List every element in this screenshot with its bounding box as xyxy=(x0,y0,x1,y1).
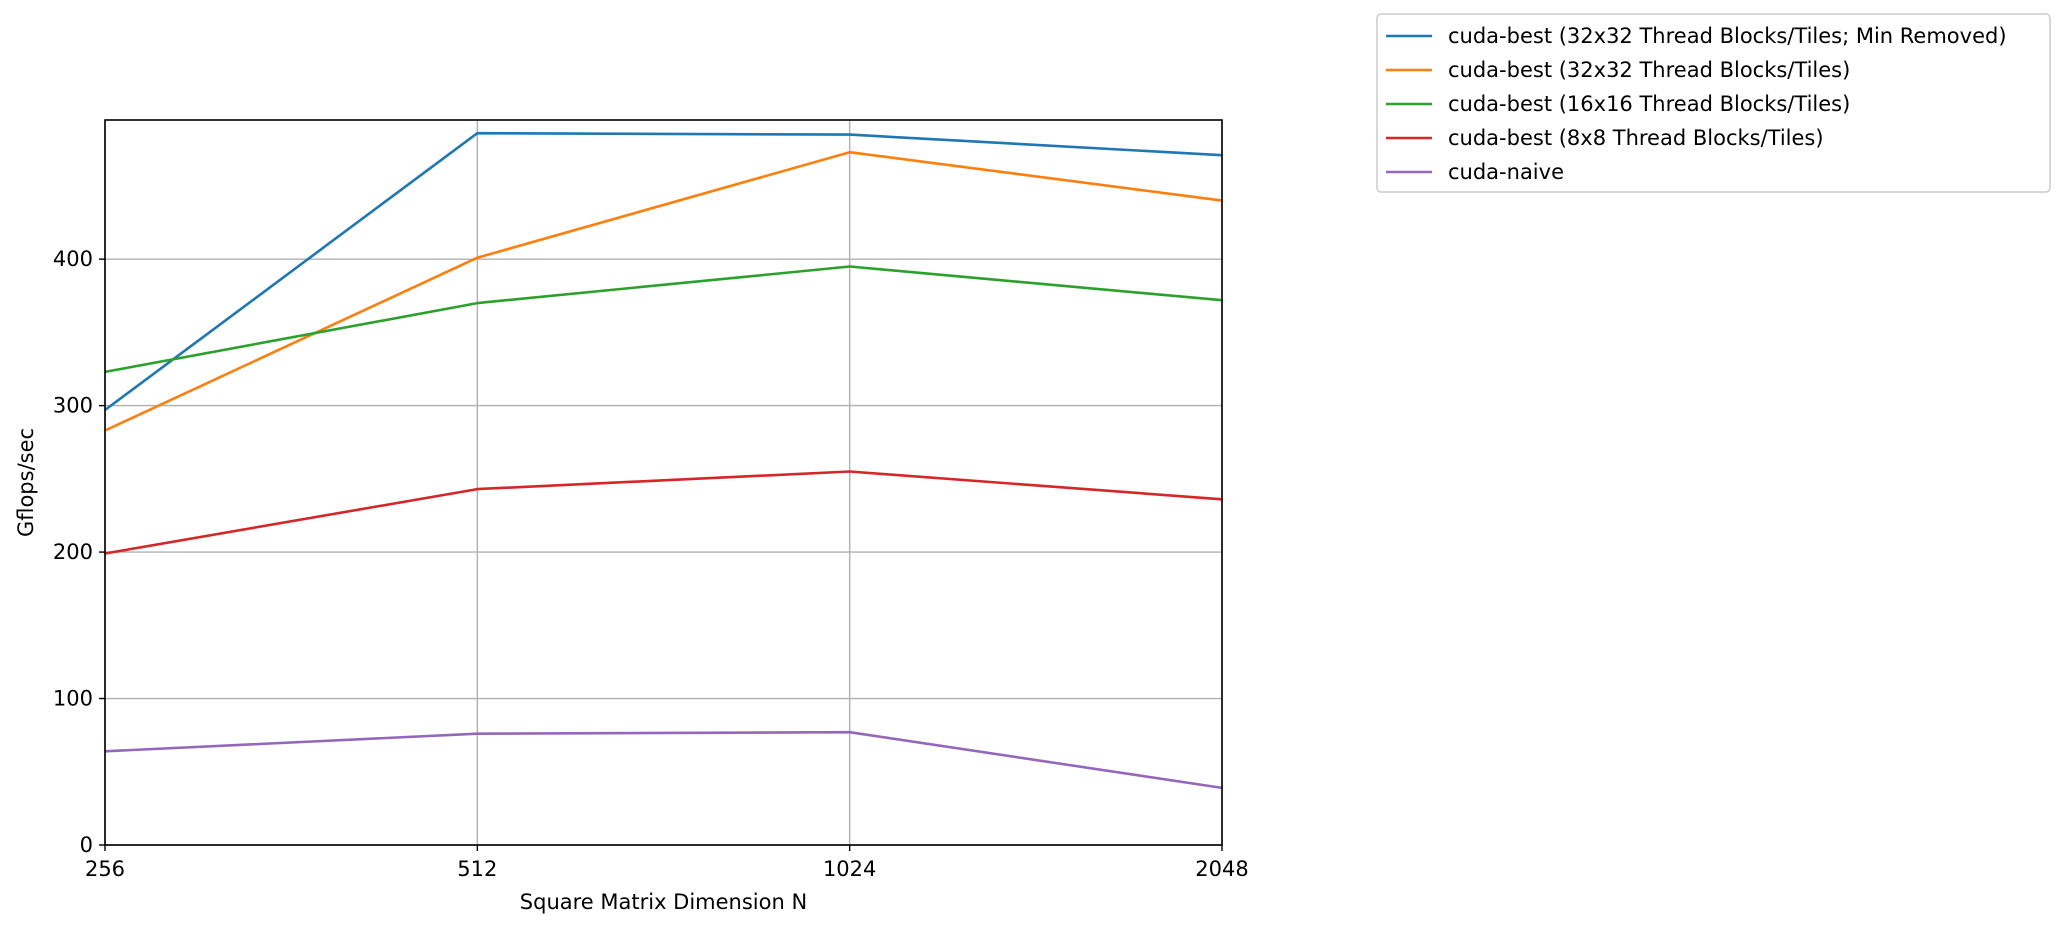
x-tick-label-2: 1024 xyxy=(823,857,876,881)
y-tick-label-0: 0 xyxy=(80,833,93,857)
series-lines xyxy=(104,131,1223,790)
series-line-1 xyxy=(104,150,1223,432)
legend-box xyxy=(1376,13,2051,193)
legend-label-1: cuda-best (32x32 Thread Blocks/Tiles) xyxy=(1448,58,1850,82)
series-line-0 xyxy=(104,131,1223,412)
y-tick-label-4: 400 xyxy=(53,247,93,271)
grid-lines xyxy=(104,120,1223,846)
legend-label-4: cuda-naive xyxy=(1448,160,1564,184)
x-axis-ticks: 256 512 1024 2048 xyxy=(85,845,1249,881)
legend-label-3: cuda-best (8x8 Thread Blocks/Tiles) xyxy=(1448,126,1824,150)
legend-label-2: cuda-best (16x16 Thread Blocks/Tiles) xyxy=(1448,92,1850,116)
y-axis-ticks: 0 100 200 300 400 xyxy=(53,247,105,857)
y-axis-label: Gflops/sec xyxy=(14,428,38,537)
y-tick-label-1: 100 xyxy=(53,687,93,711)
legend: cuda-best (32x32 Thread Blocks/Tiles; Mi… xyxy=(1376,13,2051,193)
series-line-4 xyxy=(104,730,1223,790)
series-line-2 xyxy=(104,265,1223,374)
x-axis-label: Square Matrix Dimension N xyxy=(520,890,807,914)
y-tick-label-2: 200 xyxy=(53,540,93,564)
x-tick-label-3: 2048 xyxy=(1195,857,1248,881)
legend-label-0: cuda-best (32x32 Thread Blocks/Tiles; Mi… xyxy=(1448,24,2007,48)
x-tick-label-1: 512 xyxy=(457,857,497,881)
y-tick-label-3: 300 xyxy=(53,394,93,418)
plot-area-frame xyxy=(104,119,1223,846)
x-tick-label-0: 256 xyxy=(85,857,125,881)
series-line-3 xyxy=(104,470,1223,555)
